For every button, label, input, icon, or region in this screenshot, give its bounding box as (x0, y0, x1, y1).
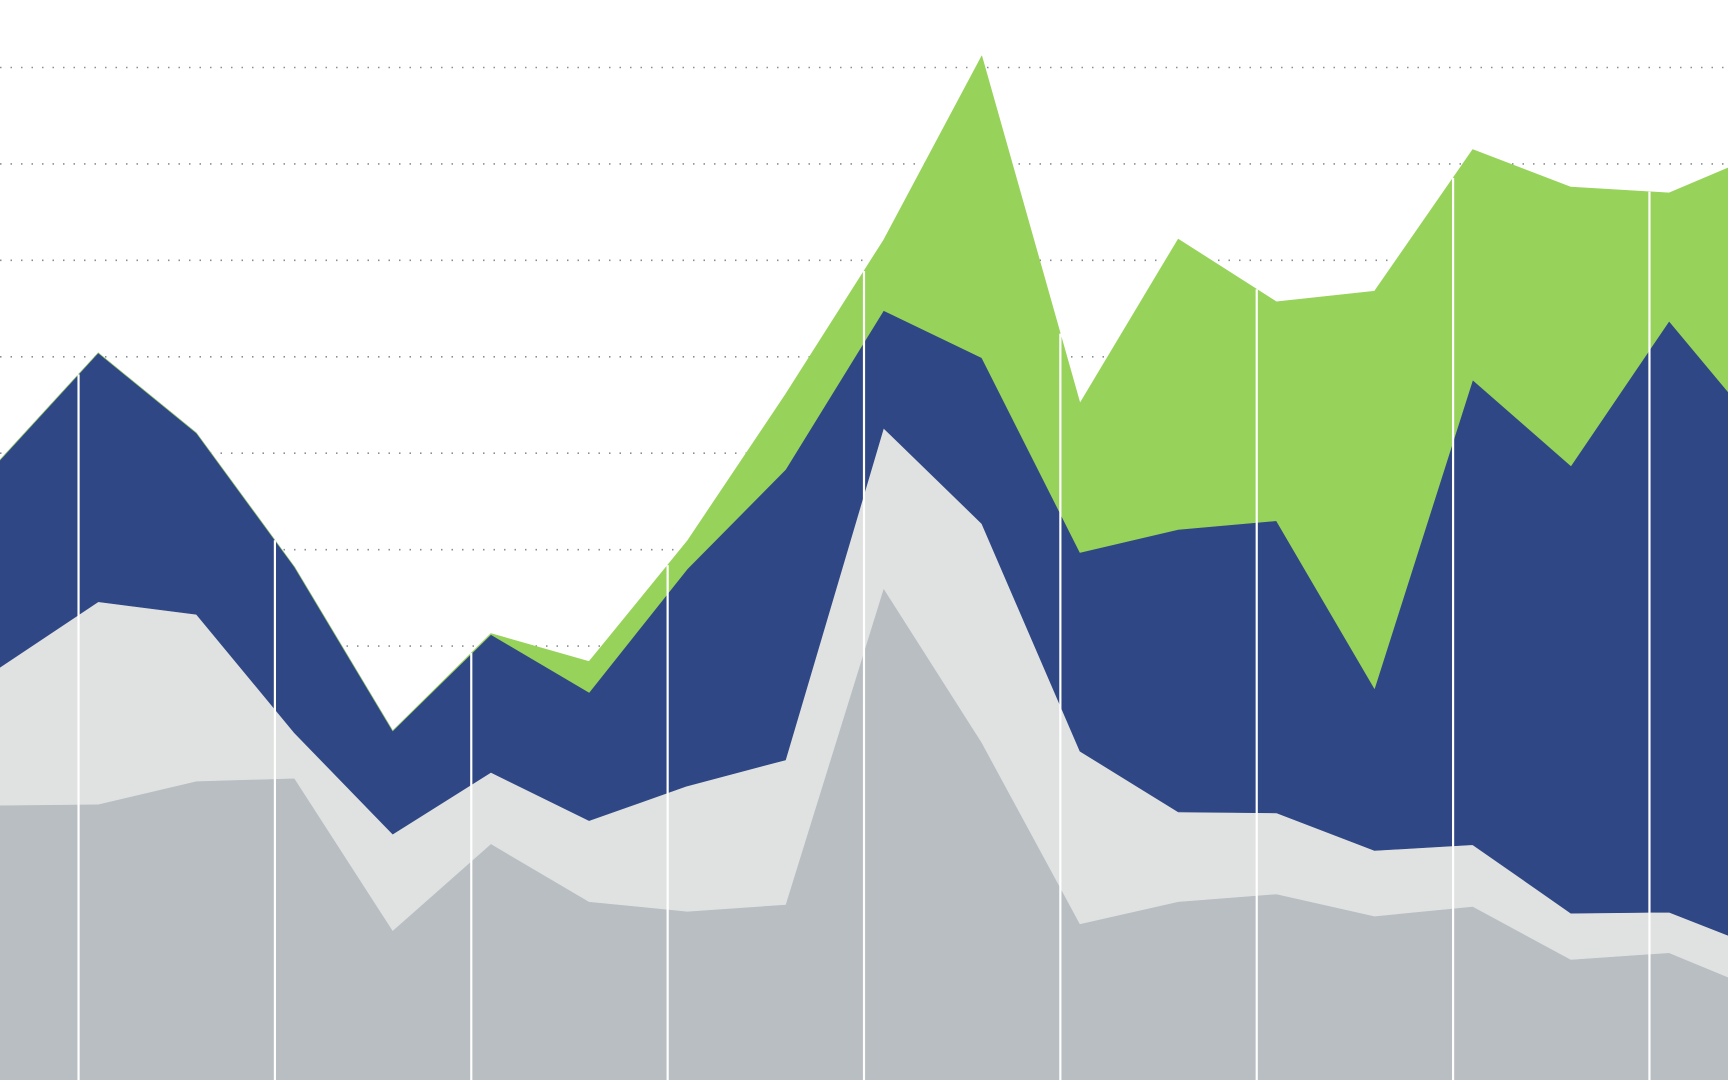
vertical-dividers (77, 177, 1651, 1080)
series-area-4 (0, 55, 1728, 732)
